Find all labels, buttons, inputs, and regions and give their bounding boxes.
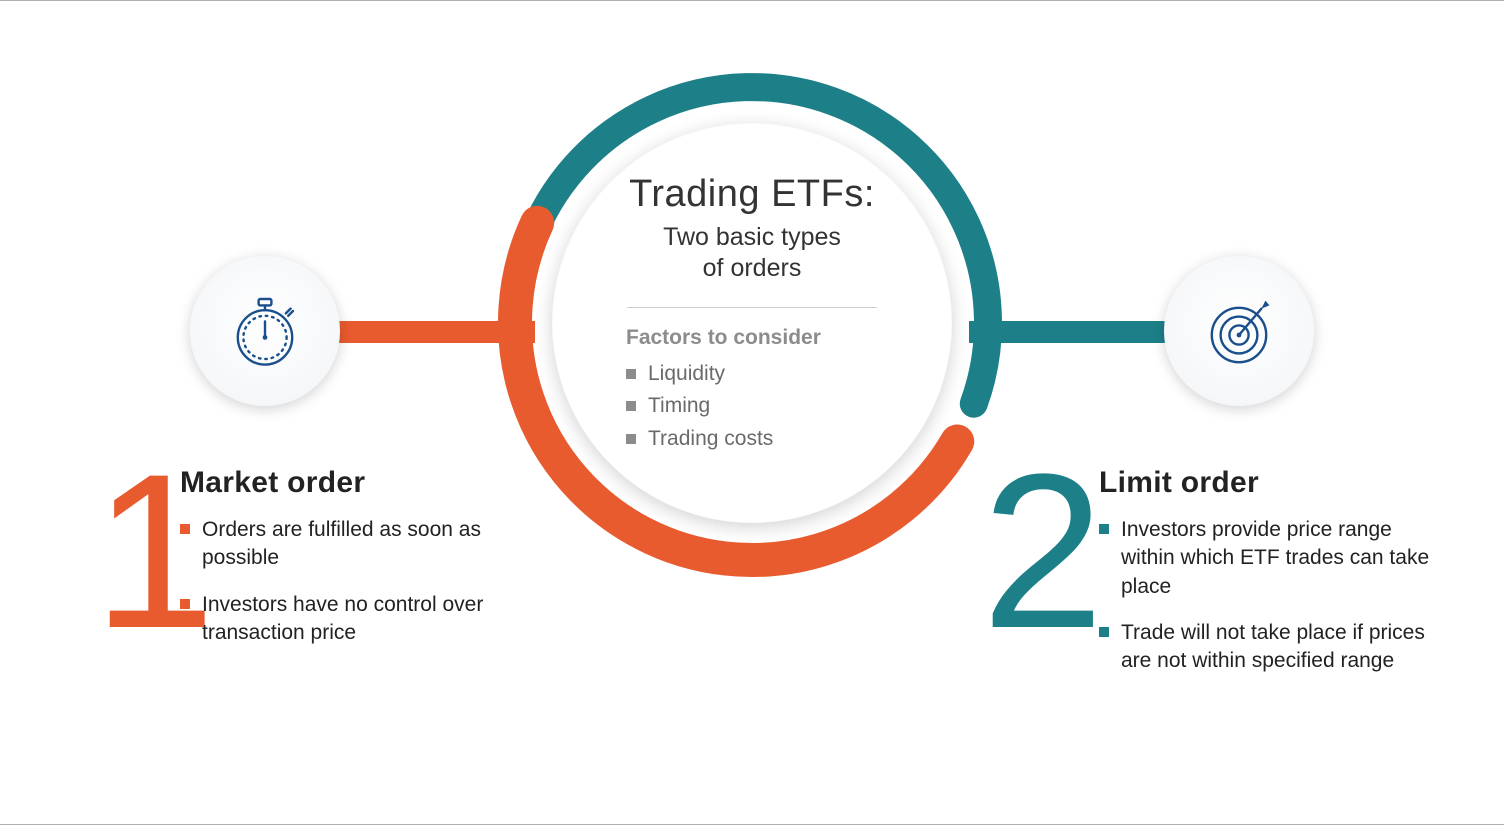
number-2: 2	[982, 441, 1104, 661]
target-icon	[1199, 291, 1279, 371]
bullet-item: Trade will not take place if prices are …	[1099, 619, 1434, 676]
bullet-item: Orders are fulfilled as soon as possible	[180, 516, 510, 573]
limit-order-block: Limit order Investors provide price rang…	[1099, 466, 1434, 694]
stopwatch-icon	[225, 291, 305, 371]
factors-list: Liquidity Timing Trading costs	[626, 358, 773, 456]
limit-order-bullets: Investors provide price range within whi…	[1099, 516, 1434, 676]
market-order-bullets: Orders are fulfilled as soon as possible…	[180, 516, 510, 647]
limit-order-icon-circle	[1164, 256, 1314, 406]
center-assembly: Trading ETFs: Two basic types of orders …	[492, 63, 1012, 583]
market-order-title: Market order	[180, 466, 510, 500]
center-divider	[627, 307, 877, 308]
limit-order-title: Limit order	[1099, 466, 1434, 500]
factor-item: Trading costs	[626, 423, 773, 456]
factors-heading: Factors to consider	[626, 326, 821, 350]
market-order-block: Market order Orders are fulfilled as soo…	[180, 466, 510, 665]
center-title: Trading ETFs:	[629, 173, 875, 216]
center-circle: Trading ETFs: Two basic types of orders …	[552, 123, 952, 523]
bullet-item: Investors provide price range within whi…	[1099, 516, 1434, 601]
bullet-item: Investors have no control over transacti…	[180, 591, 510, 648]
factor-item: Timing	[626, 390, 773, 423]
infographic-canvas: Trading ETFs: Two basic types of orders …	[0, 1, 1504, 824]
market-order-icon-circle	[190, 256, 340, 406]
center-subtitle: Two basic types of orders	[612, 222, 892, 285]
factor-item: Liquidity	[626, 358, 773, 391]
